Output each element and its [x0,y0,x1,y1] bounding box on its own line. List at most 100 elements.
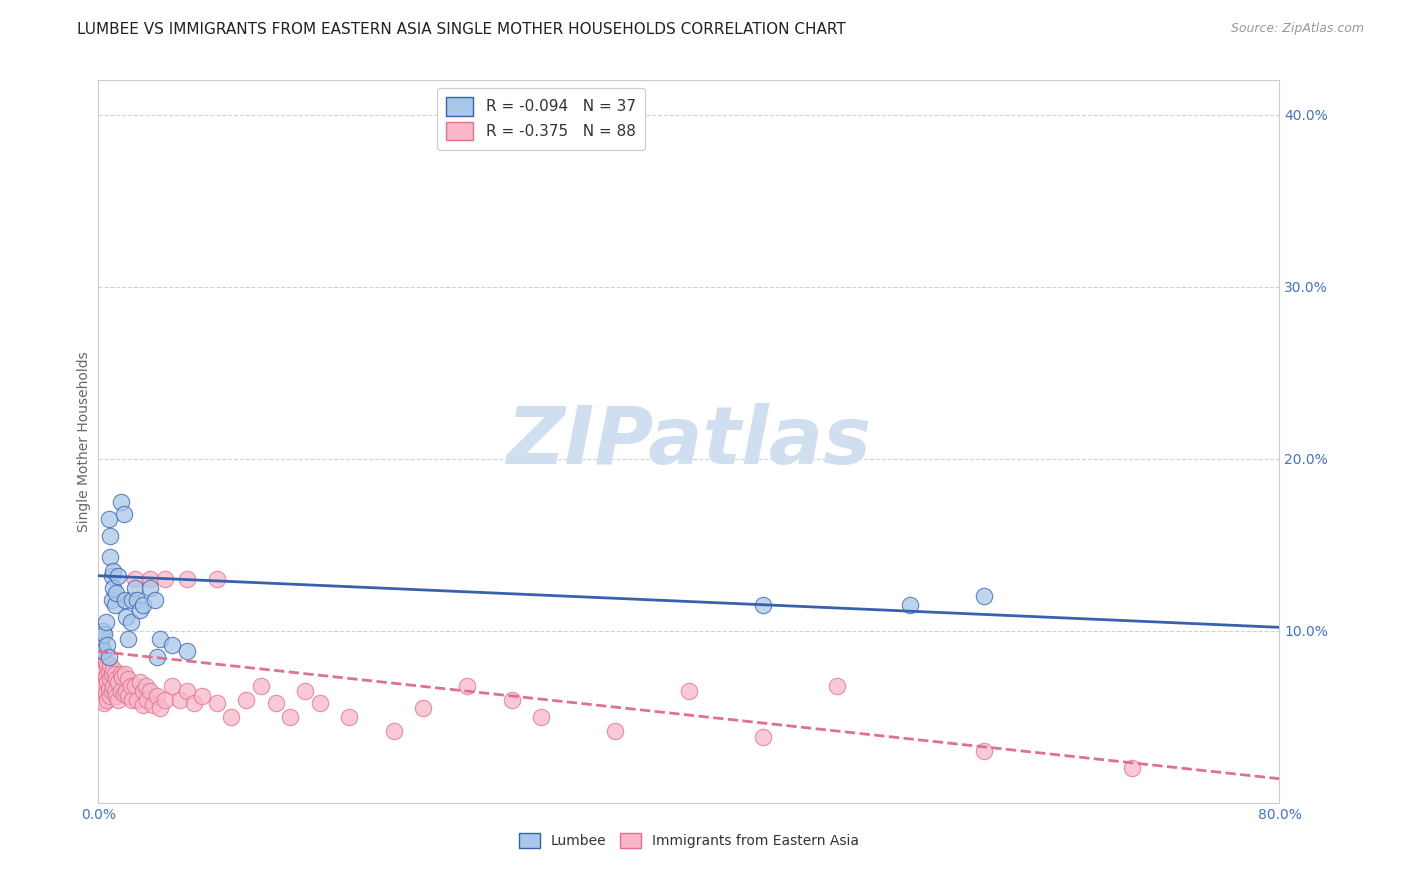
Point [124,572,146,586]
Point [90,632,112,647]
Point [90,692,112,706]
Point [94,615,117,630]
Point [110,494,132,508]
Point [117,632,139,647]
Point [91,658,114,673]
Point [250,679,273,693]
Point [103,662,125,676]
Point [221,710,243,724]
Point [235,692,257,706]
Point [973,590,995,604]
Point [153,572,176,586]
Point [169,692,191,706]
Point [100,684,122,698]
Point [501,692,523,706]
Point [117,689,139,703]
Point [264,696,287,710]
Point [146,689,169,703]
Point [89,644,111,658]
Point [110,684,132,698]
Y-axis label: Single Mother Households: Single Mother Households [77,351,91,532]
Point [176,644,198,658]
Point [103,679,125,693]
Point [93,649,115,664]
Point [121,592,143,607]
Point [107,692,129,706]
Point [149,701,172,715]
Point [142,698,165,712]
Point [143,592,166,607]
Point [94,670,117,684]
Point [183,696,205,710]
Point [104,598,127,612]
Point [139,572,162,586]
Point [107,568,129,582]
Point [104,666,127,681]
Point [91,672,114,686]
Point [128,675,150,690]
Point [457,679,479,693]
Point [752,598,775,612]
Point [112,507,135,521]
Point [89,632,111,647]
Point [97,649,120,664]
Point [124,679,146,693]
Point [103,581,125,595]
Point [103,564,125,578]
Point [98,529,121,543]
Point [93,679,115,693]
Legend: Lumbee, Immigrants from Eastern Asia: Lumbee, Immigrants from Eastern Asia [513,828,865,854]
Point [752,731,775,745]
Point [107,675,129,690]
Text: ZIPatlas: ZIPatlas [506,402,872,481]
Point [121,692,143,706]
Point [105,689,128,703]
Point [114,592,136,607]
Point [105,586,128,600]
Point [153,692,176,706]
Point [120,615,142,630]
Point [205,696,228,710]
Point [100,568,122,582]
Point [98,689,121,703]
Point [125,692,148,706]
Point [97,682,120,697]
Point [678,684,700,698]
Point [115,610,138,624]
Point [162,679,183,693]
Point [94,655,117,669]
Point [98,672,121,686]
Point [96,692,118,706]
Point [205,572,228,586]
Point [91,644,114,658]
Point [111,670,134,684]
Point [94,686,117,700]
Point [124,581,146,595]
Point [294,684,316,698]
Point [973,744,995,758]
Point [139,684,162,698]
Point [112,687,135,701]
Point [90,655,112,669]
Point [412,701,434,715]
Text: LUMBEE VS IMMIGRANTS FROM EASTERN ASIA SINGLE MOTHER HOUSEHOLDS CORRELATION CHAR: LUMBEE VS IMMIGRANTS FROM EASTERN ASIA S… [77,22,846,37]
Point [104,684,127,698]
Point [149,632,172,647]
Text: Source: ZipAtlas.com: Source: ZipAtlas.com [1230,22,1364,36]
Point [105,672,128,686]
Point [900,598,922,612]
Point [90,666,112,681]
Point [110,666,132,681]
Point [90,679,112,693]
Point [162,638,183,652]
Point [146,649,169,664]
Point [100,592,122,607]
Point [176,572,198,586]
Point [280,710,302,724]
Point [176,684,198,698]
Point [132,598,155,612]
Point [605,723,627,738]
Point [309,696,332,710]
Point [98,549,121,564]
Point [115,684,138,698]
